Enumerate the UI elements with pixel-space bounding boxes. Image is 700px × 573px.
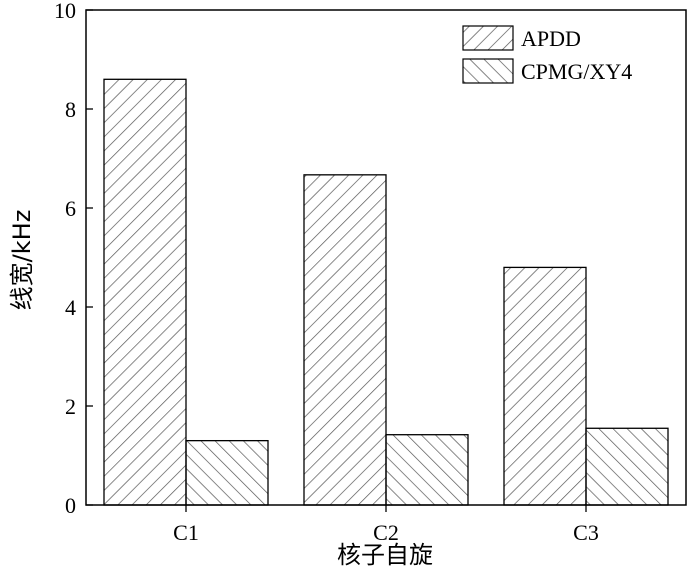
plot-area: C1 C2 C3 0 2 4 6 8 10 APDD CPMG/XY4 bbox=[54, 0, 687, 545]
bar-cpmg-xy4-c1 bbox=[185, 439, 269, 506]
y-tick-label: 0 bbox=[65, 493, 76, 518]
x-tick-label-c2: C2 bbox=[373, 520, 399, 545]
y-tick-label: 10 bbox=[54, 0, 76, 23]
bar-cpmg-xy4-c3 bbox=[585, 427, 669, 506]
legend-label-cpmg-xy4: CPMG/XY4 bbox=[521, 59, 632, 84]
y-tick-label: 2 bbox=[65, 394, 76, 419]
bar-apdd-c1 bbox=[103, 78, 187, 506]
bar-apdd-c2 bbox=[303, 174, 387, 506]
legend-swatch-cpmg-xy4 bbox=[462, 58, 514, 84]
y-tick-label: 6 bbox=[65, 196, 76, 221]
plot-frame bbox=[85, 9, 687, 506]
bar-cpmg-xy4-c2 bbox=[385, 434, 469, 506]
bar-apdd-c3 bbox=[503, 266, 587, 506]
legend-label-apdd: APDD bbox=[521, 26, 581, 51]
x-tick-label-c3: C3 bbox=[573, 520, 599, 545]
x-axis-title: 核子自旋 bbox=[337, 541, 433, 569]
y-tick-label: 4 bbox=[65, 295, 76, 320]
x-tick-label-c1: C1 bbox=[173, 520, 199, 545]
legend-swatch-apdd bbox=[462, 25, 514, 51]
y-axis-title: 线宽/kHz bbox=[8, 210, 36, 311]
y-tick-label: 8 bbox=[65, 97, 76, 122]
